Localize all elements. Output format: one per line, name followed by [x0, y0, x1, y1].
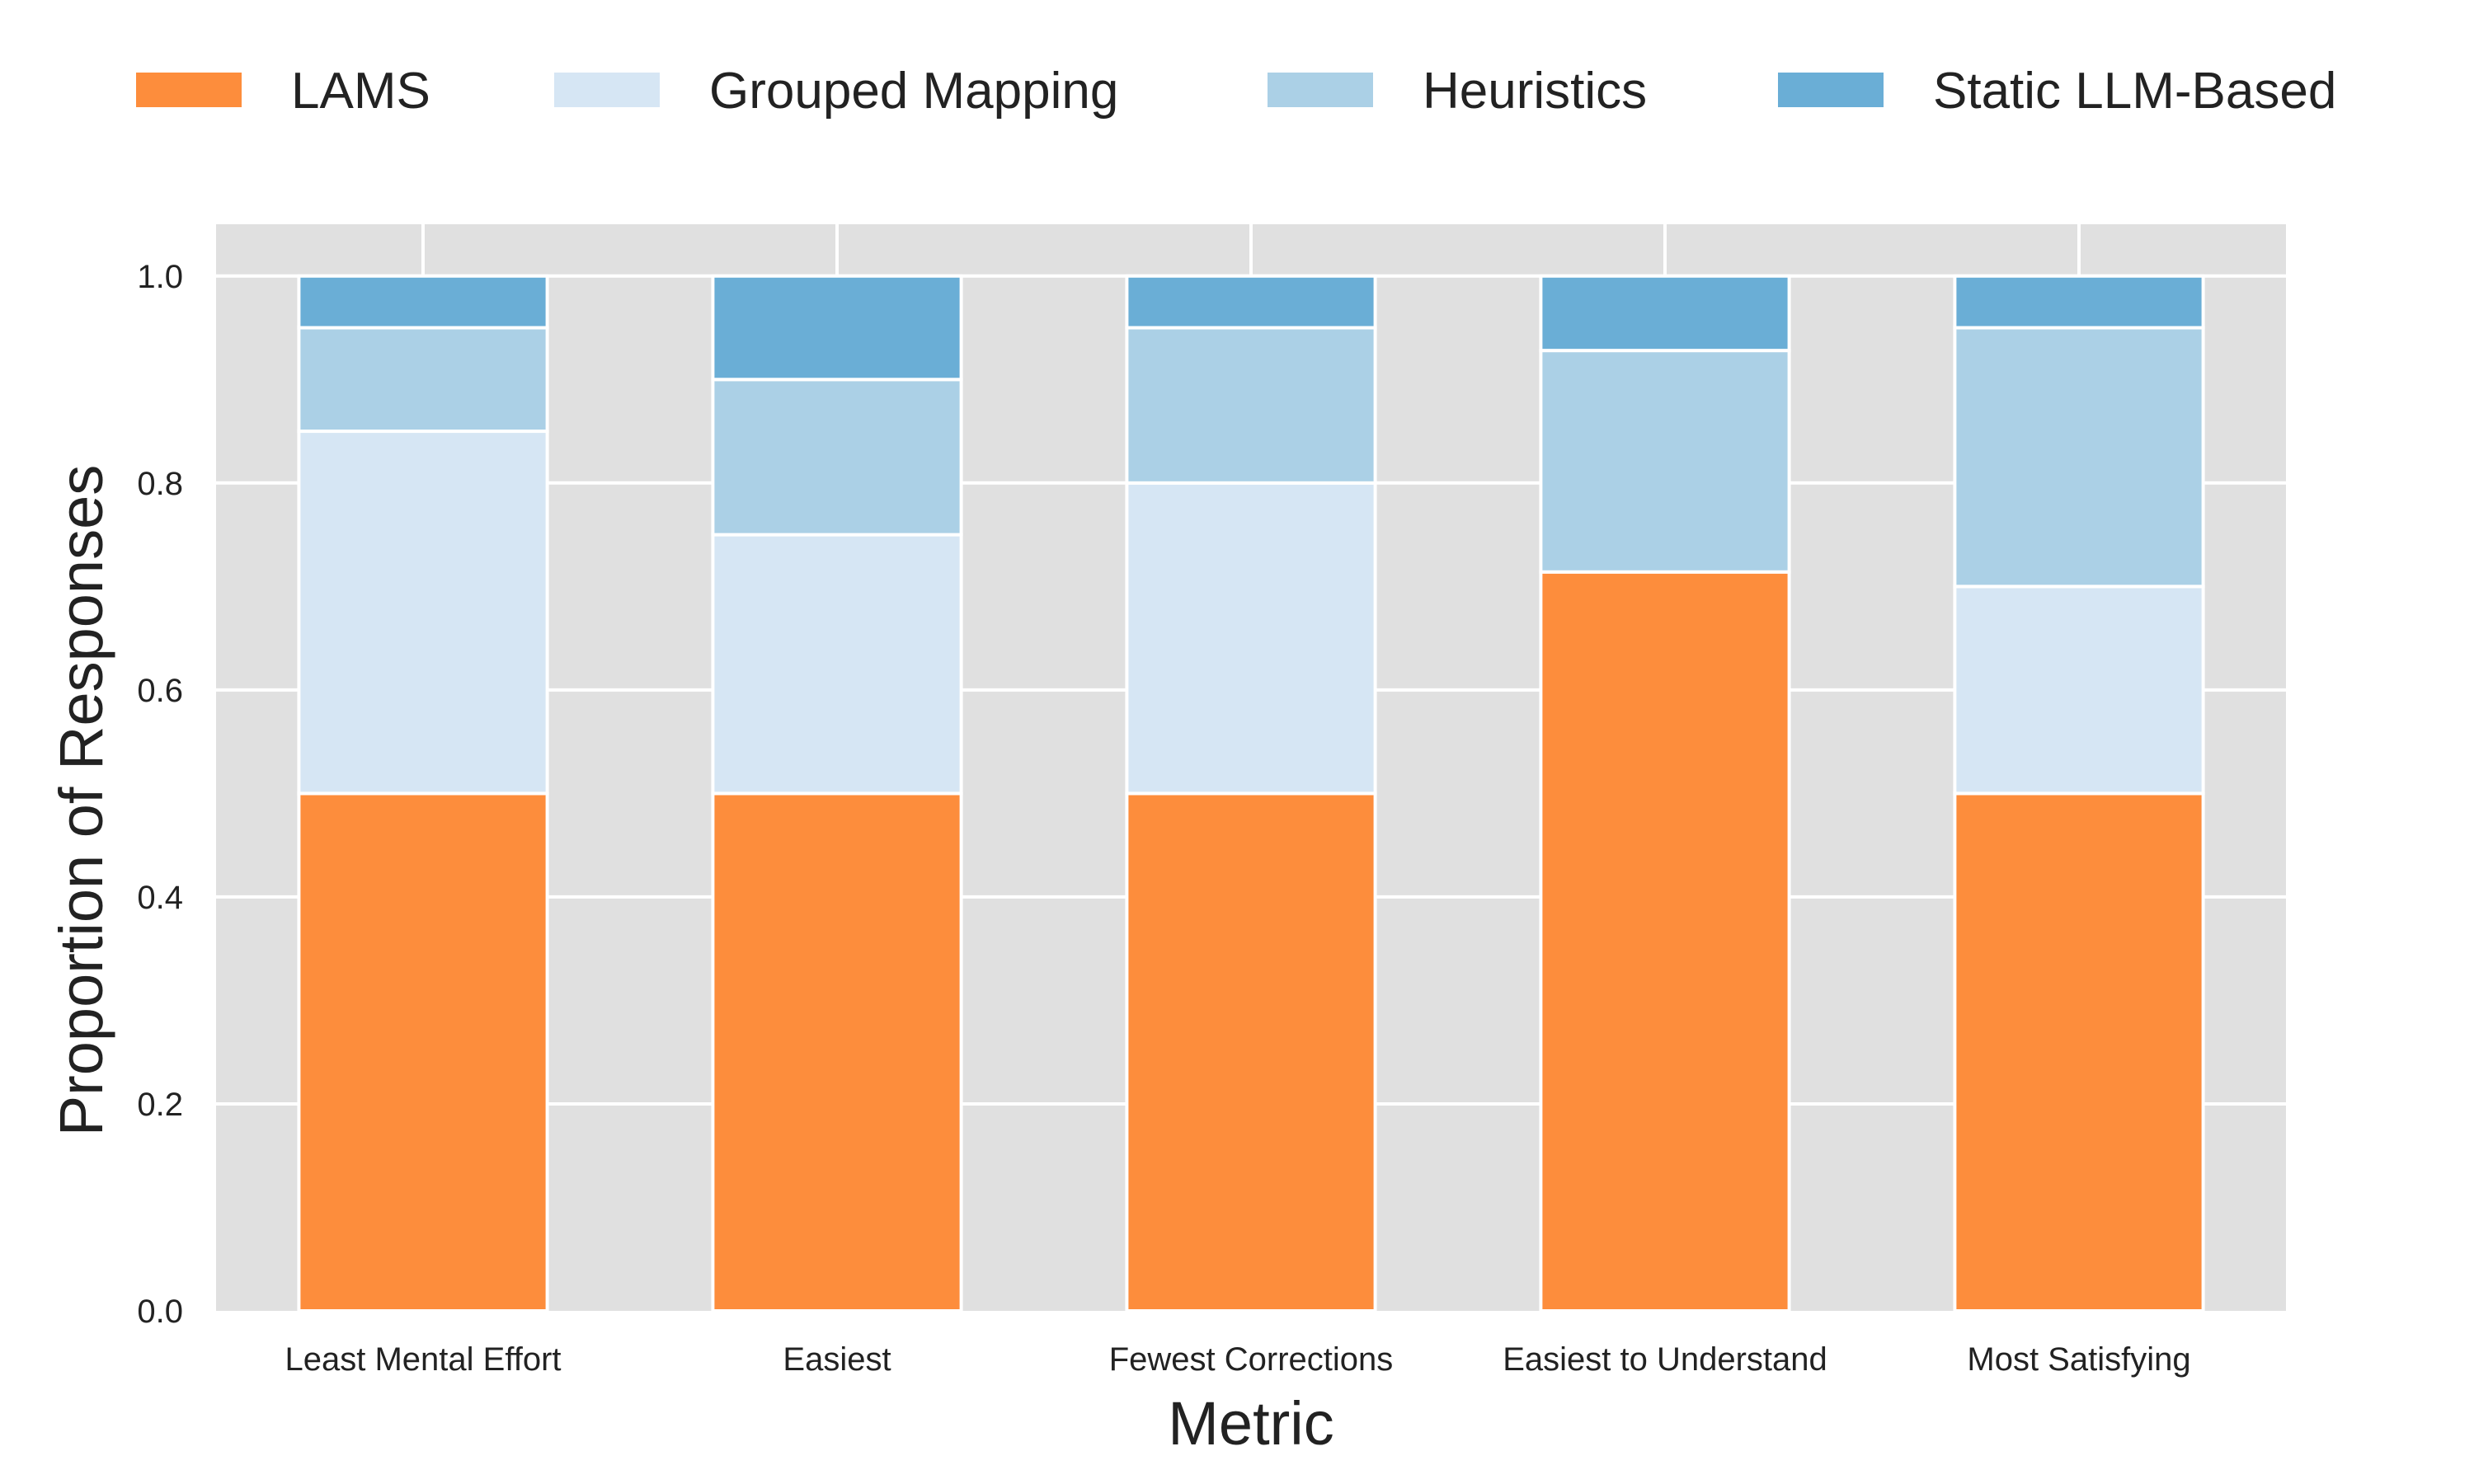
x-tick-label: Easiest to Understand	[1503, 1341, 1827, 1378]
legend-label: Static LLM-Based	[1933, 63, 2336, 120]
legend-swatch	[136, 73, 242, 107]
legend-swatch	[1268, 73, 1373, 107]
y-tick-label: 1.0	[137, 259, 183, 295]
bar-segment-heuristics	[1539, 349, 1791, 574]
bar-segment-static-llm-based	[1539, 274, 1791, 353]
bars	[297, 274, 2205, 1313]
x-tick-label: Easiest	[783, 1341, 891, 1378]
legend-label: LAMS	[291, 63, 430, 120]
y-tick-label: 0.8	[137, 466, 183, 502]
bar-segment-grouped-mapping	[1953, 585, 2205, 796]
y-tick-label: 0.6	[137, 673, 183, 709]
x-tick-label: Least Mental Effort	[285, 1341, 562, 1378]
legend-swatch	[554, 73, 660, 107]
y-tick-label: 0.2	[137, 1087, 183, 1123]
bar-segment-grouped-mapping	[711, 533, 963, 796]
legend-label: Heuristics	[1423, 63, 1647, 120]
legend-item: Grouped Mapping	[554, 63, 1118, 120]
bar-segment-heuristics	[711, 378, 963, 537]
bar-segment-lams	[1539, 570, 1791, 1313]
bar-segment-lams	[1125, 791, 1377, 1313]
x-tick-label: Fewest Corrections	[1109, 1341, 1394, 1378]
bar-segment-heuristics	[1953, 326, 2205, 589]
bar-segment-grouped-mapping	[1125, 481, 1377, 796]
legend-item: Heuristics	[1268, 63, 1647, 120]
legend: LAMS Grouped Mapping Heuristics Static LLM-…	[136, 63, 2336, 120]
bar-segment-heuristics	[1125, 326, 1377, 485]
bar-segment-static-llm-based	[297, 274, 549, 330]
bar-segment-static-llm-based	[711, 274, 963, 382]
bar-segment-heuristics	[297, 326, 549, 434]
y-axis-ticks: 0.0 0.2 0.4 0.6 0.8 1.0	[137, 259, 183, 1330]
bar-segment-lams	[297, 791, 549, 1313]
y-tick-label: 0.4	[137, 880, 183, 916]
legend-label: Grouped Mapping	[709, 63, 1118, 120]
x-axis-title: Metric	[1168, 1389, 1333, 1458]
y-axis-title: Proportion of Responses	[47, 465, 115, 1136]
legend-item: Static LLM-Based	[1778, 63, 2336, 120]
x-tick-label: Most Satisfying	[1967, 1341, 2190, 1378]
bar-segment-grouped-mapping	[297, 430, 549, 796]
bar-segment-lams	[711, 791, 963, 1313]
bar-segment-static-llm-based	[1953, 274, 2205, 330]
x-axis-ticks: Least Mental Effort Easiest Fewest Correct…	[285, 1341, 2191, 1378]
legend-swatch	[1778, 73, 1884, 107]
y-tick-label: 0.0	[137, 1294, 183, 1330]
bar-segment-lams	[1953, 791, 2205, 1313]
legend-item: LAMS	[136, 63, 430, 120]
bar-segment-static-llm-based	[1125, 274, 1377, 330]
